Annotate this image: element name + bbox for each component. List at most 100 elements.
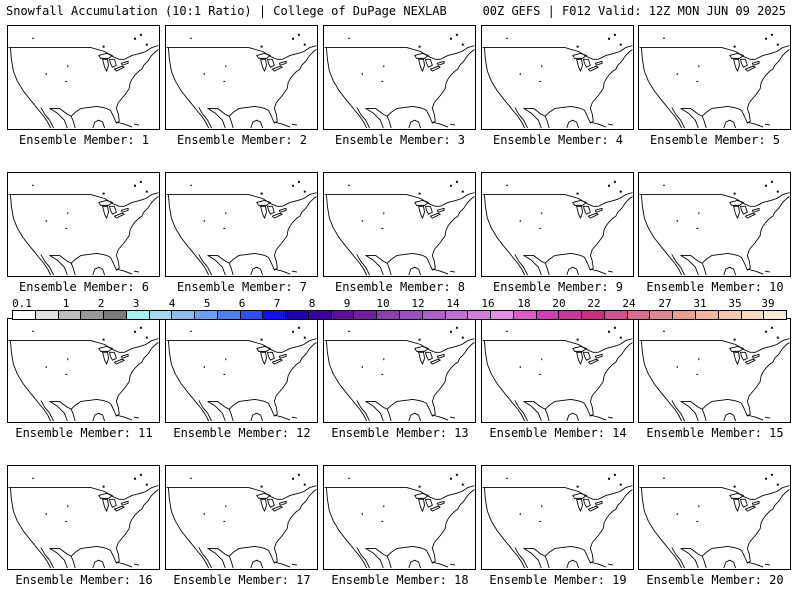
- legend-swatch: [126, 311, 150, 319]
- legend-tick-label: 9: [343, 297, 351, 310]
- legend-tick-label: 1: [62, 297, 70, 310]
- legend-tick-label: 2: [97, 297, 105, 310]
- ensemble-member-map: [165, 465, 318, 570]
- legend-tick-label: 5: [203, 297, 211, 310]
- legend-labels: 0.1 1 2 3 4 5 6 7 8 9 10 12 14 16 18 20 22 24 27 31 35 39: [12, 298, 787, 310]
- ensemble-member-label: Ensemble Member: 16: [15, 573, 153, 587]
- ensemble-member-map: [323, 172, 476, 277]
- north-america-map: [166, 473, 317, 569]
- legend-swatch: [582, 311, 605, 319]
- north-america-map: [639, 326, 790, 422]
- legend-tick-label: 20: [552, 297, 566, 310]
- legend-tick-label: 3: [132, 297, 140, 310]
- legend-tick-label: 6: [238, 297, 246, 310]
- ensemble-member-label: Ensemble Member: 6: [18, 280, 150, 294]
- legend-tick-label: 12: [411, 297, 425, 310]
- ensemble-member-label: Ensemble Member: 7: [176, 280, 308, 294]
- legend-tick-label: 27: [658, 297, 672, 310]
- north-america-map: [482, 326, 633, 422]
- legend-swatch: [308, 311, 332, 319]
- ensemble-member-map: [7, 465, 160, 570]
- legend-swatch: [172, 311, 196, 319]
- legend-tick-label: 31: [693, 297, 707, 310]
- ensemble-member-label: Ensemble Member: 1: [18, 133, 150, 147]
- legend-tick-label: 4: [168, 297, 176, 310]
- ensemble-member-map: [323, 25, 476, 130]
- legend-tick-label: 16: [481, 297, 495, 310]
- ensemble-member-map: [638, 318, 791, 423]
- north-america-map: [639, 33, 790, 129]
- ensemble-member-map: [481, 172, 634, 277]
- legend-swatch: [35, 311, 59, 319]
- ensemble-member-map: [638, 25, 791, 130]
- legend-swatch: [263, 311, 287, 319]
- north-america-map: [166, 180, 317, 276]
- legend-swatch: [354, 311, 378, 319]
- ensemble-member-map: [7, 172, 160, 277]
- legend-swatch: [81, 311, 105, 319]
- legend-swatch: [286, 311, 309, 319]
- north-america-map: [8, 33, 159, 129]
- legend-swatch: [400, 311, 423, 319]
- legend-swatch: [445, 311, 469, 319]
- legend-swatch: [673, 311, 696, 319]
- legend-tick-label: 24: [622, 297, 636, 310]
- ensemble-member-label: Ensemble Member: 18: [331, 573, 469, 587]
- ensemble-member-map: [165, 318, 318, 423]
- legend-tick-label: 0.1: [12, 297, 32, 310]
- legend-swatch: [559, 311, 583, 319]
- map-title: Snowfall Accumulation (10:1 Ratio) | Col…: [6, 4, 447, 18]
- north-america-map: [482, 180, 633, 276]
- ensemble-member-map: [165, 25, 318, 130]
- ensemble-member-map: [481, 25, 634, 130]
- legend-tick-label: 18: [517, 297, 531, 310]
- legend-swatch: [491, 311, 514, 319]
- north-america-map: [324, 180, 475, 276]
- ensemble-member-label: Ensemble Member: 2: [176, 133, 308, 147]
- ensemble-member-map: [481, 465, 634, 570]
- north-america-map: [8, 473, 159, 569]
- north-america-map: [8, 180, 159, 276]
- legend-swatch: [104, 311, 127, 319]
- ensemble-member-label: Ensemble Member: 15: [646, 426, 784, 440]
- ensemble-member-map: [638, 465, 791, 570]
- legend-swatch: [422, 311, 446, 319]
- legend-swatch: [604, 311, 628, 319]
- north-america-map: [166, 326, 317, 422]
- north-america-map: [8, 326, 159, 422]
- legend-swatch: [13, 311, 36, 319]
- ensemble-member-label: Ensemble Member: 19: [489, 573, 627, 587]
- model-valid-time: 00Z GEFS | F012 Valid: 12Z MON JUN 09 20…: [482, 4, 786, 18]
- legend-tick-label: 39: [761, 297, 775, 310]
- ensemble-member-label: Ensemble Member: 14: [489, 426, 627, 440]
- legend-swatch: [149, 311, 173, 319]
- ensemble-member-label: Ensemble Member: 10: [646, 280, 784, 294]
- ensemble-member-label: Ensemble Member: 3: [334, 133, 466, 147]
- legend-swatch: [650, 311, 674, 319]
- legend-swatch: [240, 311, 264, 319]
- ensemble-member-label: Ensemble Member: 8: [334, 280, 466, 294]
- ensemble-member-label: Ensemble Member: 4: [492, 133, 624, 147]
- ensemble-member-label: Ensemble Member: 12: [173, 426, 311, 440]
- map-header: Snowfall Accumulation (10:1 Ratio) | Col…: [0, 0, 800, 22]
- ensemble-member-map: [7, 318, 160, 423]
- ensemble-member-map: [165, 172, 318, 277]
- legend-swatch: [627, 311, 651, 319]
- north-america-map: [324, 326, 475, 422]
- legend-tick-label: 7: [273, 297, 281, 310]
- ensemble-member-label: Ensemble Member: 20: [646, 573, 784, 587]
- north-america-map: [482, 473, 633, 569]
- legend-tick-label: 10: [376, 297, 390, 310]
- north-america-map: [324, 33, 475, 129]
- legend-tick-label: 8: [308, 297, 316, 310]
- ensemble-member-map: [7, 25, 160, 130]
- ensemble-member-map: [481, 318, 634, 423]
- north-america-map: [166, 33, 317, 129]
- ensemble-member-label: Ensemble Member: 13: [331, 426, 469, 440]
- north-america-map: [639, 473, 790, 569]
- legend-swatch: [195, 311, 218, 319]
- north-america-map: [639, 180, 790, 276]
- legend-swatch: [513, 311, 537, 319]
- legend-swatch: [695, 311, 719, 319]
- snowfall-color-legend: [12, 310, 787, 320]
